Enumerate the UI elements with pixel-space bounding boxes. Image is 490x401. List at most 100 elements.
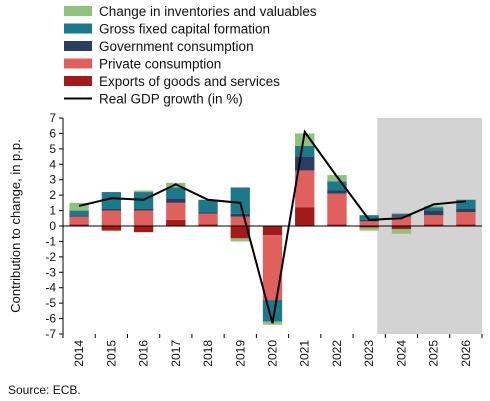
bar-2022-series-3: [327, 181, 347, 191]
bar-2021-series-0: [295, 207, 315, 226]
bar-2016-series-0: [133, 226, 154, 233]
bar-2017-series-1: [166, 202, 186, 220]
bar-2017-series-3: [166, 187, 186, 199]
y-tick-label: -5: [45, 296, 56, 310]
bar-2023-series-1: [359, 221, 379, 226]
bar-2022-series-0: [327, 224, 347, 226]
bar-2018-series-0: [198, 224, 218, 226]
bar-2015-series-0: [101, 226, 122, 231]
bar-2025-series-0: [423, 224, 444, 226]
x-ticks: 2014 2015 2016 2017 2018 2019 2020 2021 2022 2023…: [62, 334, 483, 367]
bar-2026-series-0: [456, 224, 476, 226]
bar-2025-series-4: [423, 205, 444, 208]
x-tick-label: 2017: [169, 340, 183, 367]
x-tick-label: 2021: [298, 340, 312, 367]
y-tick-label: 5: [49, 142, 56, 156]
y-tick-label: -6: [45, 312, 56, 326]
bar-2014-series-1: [69, 216, 89, 225]
bar-2019-series-2: [230, 213, 250, 217]
y-axis-title: Contribution to change, in p.p.: [8, 139, 23, 312]
bar-2017-series-0: [166, 219, 186, 226]
bar-2018-series-1: [198, 213, 218, 225]
x-tick-label: 2018: [201, 340, 215, 367]
bar-2026-series-2: [456, 209, 476, 213]
legend-swatch: [64, 58, 92, 69]
legend-label: Government consumption: [99, 39, 254, 54]
bar-2024-series-3: [391, 213, 412, 216]
bar-2024-series-0: [391, 226, 412, 230]
y-tick-label: -1: [45, 234, 56, 248]
bar-2017-series-2: [166, 198, 186, 203]
y-tick-label: 4: [49, 157, 56, 171]
bar-2024-series-4: [391, 229, 412, 234]
bar-2023-series-0: [359, 226, 379, 228]
bar-2025-series-3: [423, 207, 444, 211]
bar-2020-series-0: [262, 226, 283, 236]
legend-label: Gross fixed capital formation: [99, 22, 270, 37]
x-tick-label: 2026: [459, 340, 473, 367]
legend-label: Real GDP growth (in %): [99, 92, 243, 107]
legend-swatch: [64, 23, 92, 34]
bar-2020-series-1: [262, 235, 283, 301]
x-tick-label: 2020: [266, 340, 280, 367]
bar-2019-series-0: [230, 226, 250, 239]
x-tick-label: 2023: [362, 340, 376, 367]
bar-2024-series-2: [391, 215, 412, 217]
bar-2022-series-1: [327, 193, 347, 225]
bar-2026-series-1: [456, 212, 476, 225]
bar-2014-series-2: [69, 215, 89, 217]
legend-swatch: [64, 6, 92, 16]
bar-2019-series-1: [230, 216, 250, 226]
bar-2015-series-3: [101, 192, 122, 210]
bar-2016-series-2: [133, 209, 154, 211]
bar-2023-series-3: [359, 215, 379, 220]
bar-2014-series-0: [69, 224, 89, 226]
x-tick-label: 2019: [233, 340, 247, 367]
bar-2019-series-3: [230, 187, 250, 214]
source-note: Source: ECB.: [8, 383, 81, 397]
legend-label: Private consumption: [99, 57, 221, 72]
bar-2021-series-3: [295, 145, 315, 157]
x-tick-label: 2022: [330, 340, 344, 367]
bar-2021-series-4: [295, 133, 315, 146]
bar-2024-series-1: [391, 216, 412, 226]
legend-label: Exports of goods and services: [99, 74, 280, 89]
y-tick-label: 0: [49, 219, 56, 233]
gdp-growth-line: [78, 129, 466, 324]
bar-2018-series-3: [198, 199, 218, 213]
x-tick-label: 2015: [104, 340, 118, 367]
bar-2014-series-4: [69, 202, 89, 211]
y-tick-label: 7: [49, 111, 56, 125]
bar-2019-series-4: [230, 238, 250, 242]
y-tick-label: 3: [49, 173, 56, 187]
legend-label: Change in inventories and valuables: [99, 4, 317, 19]
legend-swatch: [64, 76, 92, 86]
bar-2026-series-3: [456, 199, 476, 210]
y-tick-label: -3: [45, 265, 56, 279]
x-tick-label: 2025: [427, 340, 441, 367]
y-tick-label: -4: [45, 281, 56, 295]
bar-2023-series-4: [359, 227, 379, 231]
bar-2018-series-2: [198, 212, 218, 214]
y-tick-label: 1: [49, 204, 56, 218]
bar-2021-series-1: [295, 170, 315, 208]
bar-2025-series-1: [423, 215, 444, 225]
y-tick-label: -2: [45, 250, 56, 264]
bar-2015-series-2: [101, 209, 122, 211]
y-tick-label: -7: [45, 327, 56, 341]
bar-2014-series-3: [69, 210, 89, 216]
bar-2025-series-2: [423, 210, 444, 216]
bar-2016-series-1: [133, 210, 154, 226]
legend-swatch: [64, 41, 92, 51]
legend: Change in inventories and valuables Gross…: [64, 4, 317, 107]
bar-2016-series-4: [133, 190, 154, 193]
x-tick-label: 2014: [72, 340, 86, 367]
x-tick-label: 2016: [137, 340, 151, 367]
x-tick-label: 2024: [394, 340, 408, 367]
y-ticks: -7-6 -5-4 -3-2 -101 23 45 67: [45, 111, 63, 341]
y-tick-label: 6: [49, 126, 56, 140]
bar-2015-series-1: [101, 210, 122, 226]
bar-2022-series-2: [327, 190, 347, 194]
y-tick-label: 2: [49, 188, 56, 202]
